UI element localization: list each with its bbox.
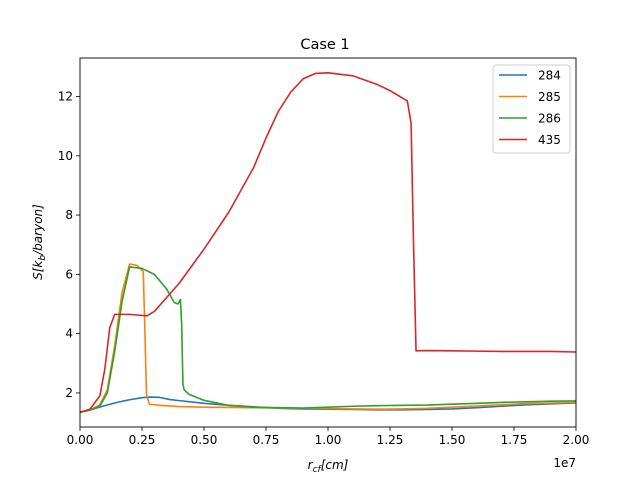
legend-label-284: 284 xyxy=(538,69,561,83)
x-tick-label: 0.50 xyxy=(191,433,218,447)
x-tick-label: 1.00 xyxy=(315,433,342,447)
y-axis-label-text: S[k xyxy=(31,260,45,280)
x-tick-label: 0.00 xyxy=(67,433,94,447)
x-axis-label-unit: [cm] xyxy=(321,458,349,472)
legend-label-286: 286 xyxy=(538,112,561,126)
series-line-435 xyxy=(80,72,576,413)
x-axis-label-text: r xyxy=(308,458,314,472)
x-tick-label: 0.25 xyxy=(129,433,156,447)
series-line-285 xyxy=(80,263,576,413)
y-tick-label: 4 xyxy=(65,327,73,341)
x-tick-label: 0.75 xyxy=(253,433,280,447)
x-tick-label: 1.25 xyxy=(377,433,404,447)
x-axis-label-subscript: cf xyxy=(313,465,323,475)
y-tick-label: 8 xyxy=(65,208,73,222)
y-axis-label-unit: /baryon] xyxy=(31,204,45,256)
legend-label-285: 285 xyxy=(538,90,561,104)
x-tick-label: 1.50 xyxy=(439,433,466,447)
y-axis-label: S[kb/baryon] xyxy=(31,204,48,280)
y-tick-label: 2 xyxy=(65,386,73,400)
x-tick-label: 2.00 xyxy=(563,433,590,447)
legend-label-435: 435 xyxy=(538,133,561,147)
chart-title: Case 1 xyxy=(300,37,349,53)
y-tick-label: 6 xyxy=(65,267,73,281)
x-axis-label: rcf[cm] xyxy=(308,458,349,475)
x-tick-label: 1.75 xyxy=(501,433,528,447)
y-axis: 2 4 6 8 10 12 xyxy=(58,90,80,400)
legend: 284 285 286 435 xyxy=(492,64,571,154)
series-line-286 xyxy=(80,266,576,413)
y-tick-label: 10 xyxy=(58,149,73,163)
x-axis: 0.00 0.25 0.50 0.75 1.00 1.25 1.50 1.75 2.00 xyxy=(67,427,590,447)
legend-items: 284 285 286 435 xyxy=(499,69,561,147)
plot-area xyxy=(79,57,577,428)
series-layer xyxy=(80,72,576,413)
y-axis-label-subscript: b xyxy=(38,255,48,261)
legend-frame xyxy=(492,64,571,154)
y-tick-label: 12 xyxy=(58,90,73,104)
x-axis-offset-label: 1e7 xyxy=(553,456,576,470)
